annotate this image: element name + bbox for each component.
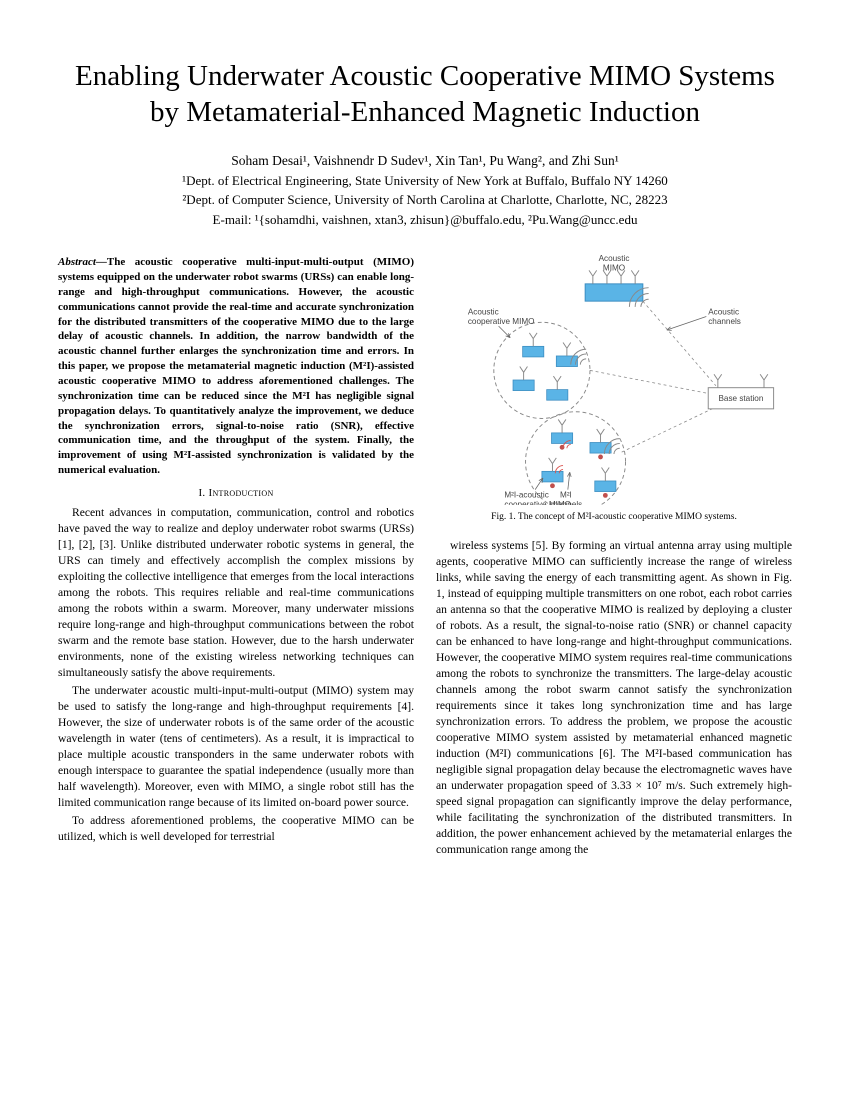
svg-text:channels: channels <box>708 317 741 326</box>
right-column: AcousticMIMOBase stationAcousticchannels… <box>436 255 792 860</box>
figure-1: AcousticMIMOBase stationAcousticchannels… <box>436 255 792 505</box>
abstract-heading: Abstract— <box>58 256 107 268</box>
author-names: Soham Desai¹, Vaishnendr D Sudev¹, Xin T… <box>58 151 792 171</box>
two-column-body: Abstract—The acoustic cooperative multi-… <box>58 255 792 860</box>
svg-text:Acoustic: Acoustic <box>599 255 630 263</box>
svg-text:M²I-acoustic: M²I-acoustic <box>504 491 548 500</box>
body-paragraph: The underwater acoustic multi-input-mult… <box>58 683 414 811</box>
section-1-heading: I. Introduction <box>58 486 414 501</box>
left-column: Abstract—The acoustic cooperative multi-… <box>58 255 414 860</box>
svg-text:cooperative MIMO: cooperative MIMO <box>468 317 535 326</box>
affiliation-1: ¹Dept. of Electrical Engineering, State … <box>58 171 792 191</box>
body-paragraph: To address aforementioned problems, the … <box>58 813 414 845</box>
figure-1-diagram: AcousticMIMOBase stationAcousticchannels… <box>444 255 784 505</box>
abstract: Abstract—The acoustic cooperative multi-… <box>58 255 414 478</box>
figure-1-caption: Fig. 1. The concept of M²I-acoustic coop… <box>436 511 792 524</box>
section-title: Introduction <box>209 487 274 499</box>
body-paragraph: Recent advances in computation, communic… <box>58 505 414 681</box>
page: Enabling Underwater Acoustic Cooperative… <box>0 0 850 900</box>
svg-text:MIMO: MIMO <box>603 264 625 273</box>
svg-text:channels: channels <box>550 500 583 505</box>
svg-text:Acoustic: Acoustic <box>708 308 739 317</box>
author-email: E-mail: ¹{sohamdhi, vaishnen, xtan3, zhi… <box>58 210 792 230</box>
paper-title: Enabling Underwater Acoustic Cooperative… <box>58 58 792 131</box>
svg-text:Base station: Base station <box>718 394 763 403</box>
body-paragraph: wireless systems [5]. By forming an virt… <box>436 538 792 858</box>
svg-text:Acoustic: Acoustic <box>468 308 499 317</box>
section-number: I. <box>198 487 205 499</box>
abstract-text: The acoustic cooperative multi-input-mul… <box>58 256 414 476</box>
svg-text:M²I: M²I <box>560 491 572 500</box>
affiliation-2: ²Dept. of Computer Science, University o… <box>58 190 792 210</box>
author-block: Soham Desai¹, Vaishnendr D Sudev¹, Xin T… <box>58 151 792 230</box>
